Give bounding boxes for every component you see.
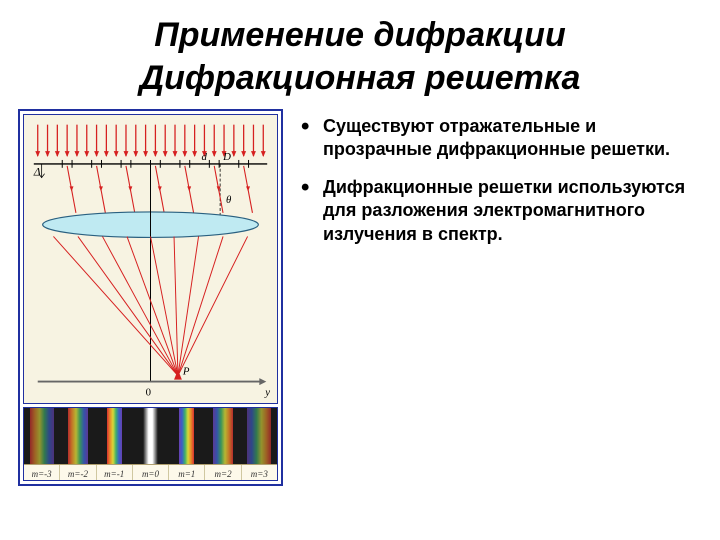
spectrum-order-label: m=2	[204, 465, 240, 481]
title-line-2: Дифракционная решетка	[140, 59, 581, 97]
spectrum-order-label: m=0	[132, 465, 168, 481]
spectrum-order-label: m=1	[168, 465, 204, 481]
capital-d-label: D	[222, 151, 231, 163]
spectrum-order-band	[60, 408, 96, 464]
y-axis-label: y	[264, 386, 270, 398]
delta-label: Δ	[33, 166, 41, 179]
diffraction-diagram: d D Δ θ	[23, 114, 278, 404]
spectrum-order-band	[169, 408, 205, 464]
text-column: Существуют отражательные и прозрачные ди…	[301, 109, 702, 486]
spectrum-order-label: m=-2	[59, 465, 95, 481]
spectrum-order-label: m=-1	[96, 465, 132, 481]
spectrum-order-band	[205, 408, 241, 464]
theta-label: θ	[226, 194, 232, 206]
figure-panel: d D Δ θ	[18, 109, 283, 486]
spectrum-order-band	[132, 408, 168, 464]
spectrum-bands	[24, 408, 277, 464]
spectrum-labels: m=-3m=-2m=-1m=0m=1m=2m=3	[24, 464, 277, 481]
slide-content: d D Δ θ	[0, 99, 720, 486]
spectrum-order-label: m=-3	[24, 465, 59, 481]
diagram-svg: d D Δ θ	[24, 115, 277, 403]
d-label: d	[201, 151, 207, 163]
p-label: P	[182, 366, 190, 378]
spectrum-order-band	[96, 408, 132, 464]
bullet-item: Дифракционные решетки используются для р…	[301, 176, 702, 246]
title-line-1: Применение дифракции	[154, 16, 565, 54]
spectrum-diagram: m=-3m=-2m=-1m=0m=1m=2m=3	[23, 407, 278, 481]
spectrum-order-label: m=3	[241, 465, 277, 481]
zero-label: 0	[146, 386, 151, 398]
bullet-item: Существуют отражательные и прозрачные ди…	[301, 115, 702, 162]
bullet-list: Существуют отражательные и прозрачные ди…	[301, 115, 702, 246]
spectrum-order-band	[241, 408, 277, 464]
figure-column: d D Δ θ	[18, 109, 283, 486]
slide-title: Применение дифракции Дифракционная решет…	[0, 0, 720, 99]
spectrum-order-band	[24, 408, 60, 464]
